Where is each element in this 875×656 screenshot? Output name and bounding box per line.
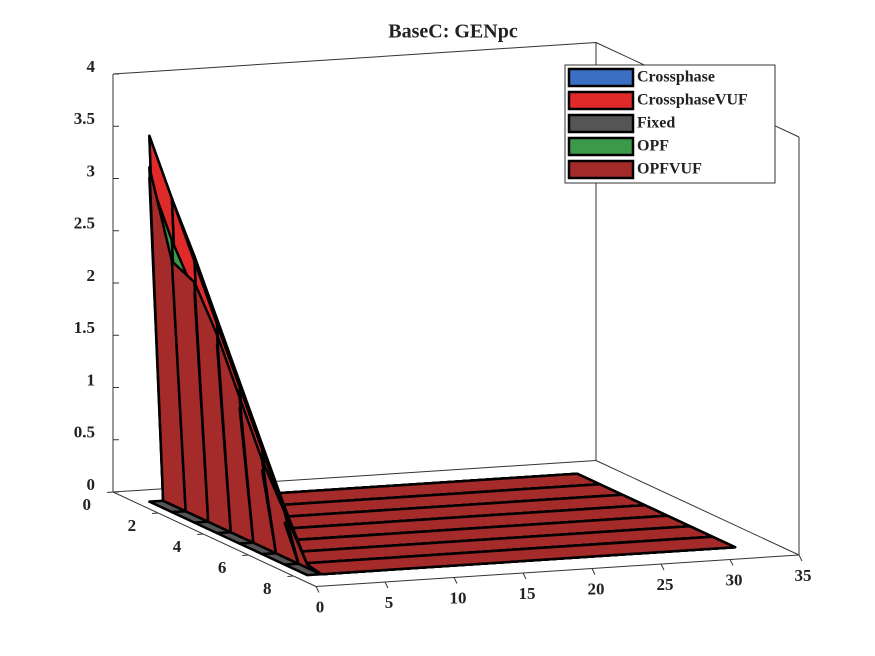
surface-cell [283, 511, 323, 576]
x-tick [315, 586, 320, 593]
x-tick [660, 563, 665, 571]
legend-swatch [567, 136, 635, 157]
x-tick [729, 559, 734, 566]
legend-swatch [567, 113, 635, 134]
legend-label: Crossphase [637, 69, 715, 86]
x-tick-label: 15 [519, 584, 536, 603]
x-tick-label: 20 [588, 579, 605, 598]
z-tick-label: 3.5 [74, 109, 95, 128]
y-tick-label: 4 [173, 537, 182, 556]
y-tick-label: 6 [218, 558, 227, 577]
axis-line [595, 460, 800, 556]
y-tick [287, 575, 294, 577]
legend-label: Fixed [637, 115, 675, 132]
legend-label: OPF [637, 138, 669, 155]
z-tick-label: 2.5 [74, 214, 95, 233]
y-tick [197, 533, 204, 535]
z-tick-label: 4 [87, 57, 96, 76]
legend-swatch [567, 159, 635, 180]
x-tick-label: 5 [385, 593, 394, 612]
axis-line [112, 42, 597, 75]
z-tick-label: 0.5 [74, 423, 95, 442]
y-tick [106, 491, 114, 493]
x-tick-label: 10 [450, 588, 467, 607]
axis-line [112, 491, 317, 587]
z-tick-label: 0 [87, 475, 96, 494]
z-tick-label: 2 [87, 266, 96, 285]
z-tick-label: 1 [87, 370, 96, 389]
x-tick [384, 581, 389, 589]
legend-swatch [567, 67, 635, 88]
chart-title: BaseC: GENpc [388, 21, 518, 43]
surfaces [148, 134, 737, 577]
x-tick-label: 30 [726, 570, 743, 589]
y-tick-label: 0 [83, 495, 92, 514]
legend-swatch [567, 90, 635, 111]
x-tick [522, 572, 527, 580]
x-tick-label: 35 [795, 566, 812, 585]
x-tick-label: 25 [657, 575, 674, 594]
legend-label: OPFVUF [637, 161, 702, 178]
z-tick-label: 1.5 [74, 318, 95, 337]
y-tick [152, 512, 159, 514]
legend-label: CrossphaseVUF [637, 92, 748, 109]
x-tick [798, 554, 803, 562]
z-tick-label: 3 [87, 161, 96, 180]
y-tick [242, 554, 249, 556]
x-tick [453, 577, 458, 584]
x-tick-label: 0 [316, 597, 325, 616]
y-tick-label: 2 [128, 516, 137, 535]
x-tick [591, 568, 596, 575]
y-tick-label: 8 [263, 579, 272, 598]
axis-line [315, 554, 800, 587]
